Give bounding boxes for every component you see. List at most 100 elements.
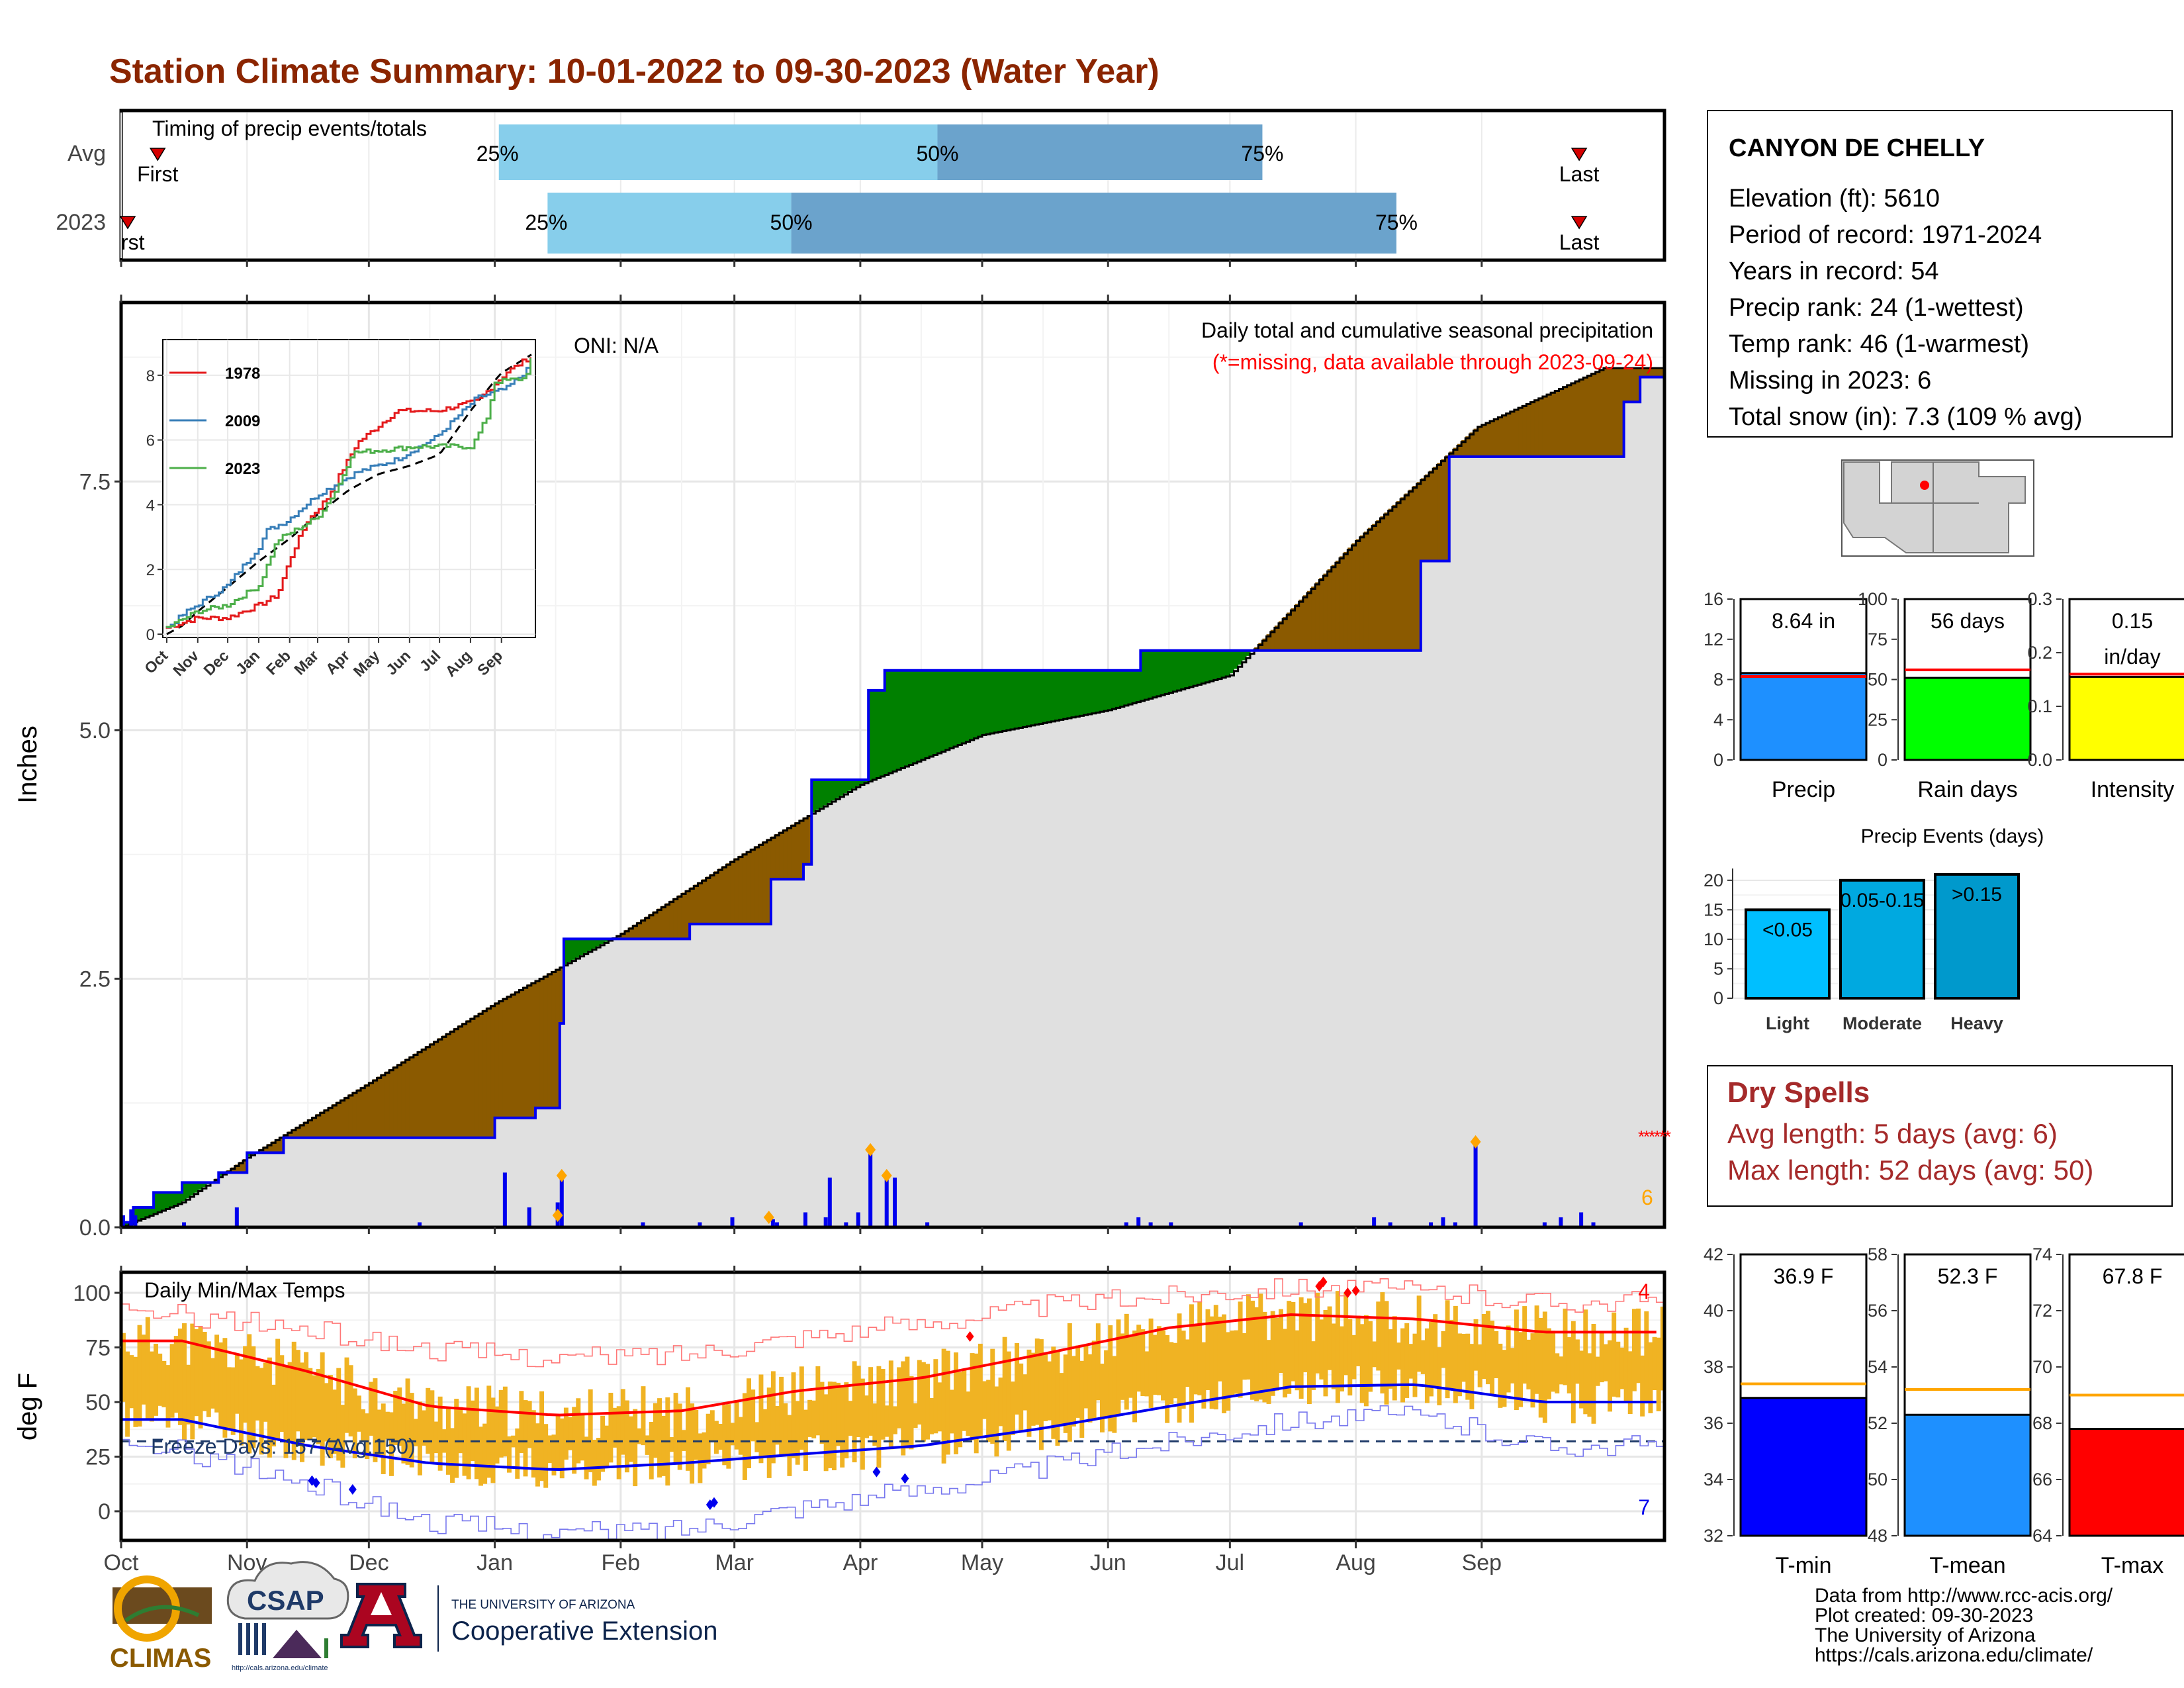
footer-line: https://cals.arizona.edu/climate/ <box>1815 1644 2093 1666</box>
precip-daily-bar <box>182 1222 187 1227</box>
daily-temp-bar <box>933 1359 938 1434</box>
oni-label: ONI: N/A <box>574 334 659 357</box>
daily-temp-bar <box>502 1386 508 1457</box>
precip-below-normal-fill <box>243 1158 248 1173</box>
events-bar <box>1934 872 2020 1000</box>
daily-temp-bar <box>1551 1331 1556 1392</box>
record-max-line <box>120 1278 1665 1368</box>
dry-spells-max: Max length: 52 days (avg: 50) <box>1727 1154 2093 1186</box>
precip-below-normal-fill <box>1331 565 1336 651</box>
footer-line: The University of Arizona <box>1815 1624 2036 1646</box>
precip-below-normal-fill <box>450 1030 455 1138</box>
daily-temp-bar <box>1234 1330 1239 1394</box>
daily-temp-bar <box>1453 1305 1458 1403</box>
daily-temp-bar <box>766 1387 772 1478</box>
precip-below-normal-fill <box>275 1139 280 1153</box>
precip-above-normal-fill <box>1095 670 1101 712</box>
precip-below-normal-fill <box>445 1033 451 1138</box>
precip-below-normal-fill <box>637 921 642 939</box>
precip-below-normal-fill <box>466 1020 471 1138</box>
precip-above-normal-fill <box>202 1182 207 1188</box>
month-xtick-label: Aug <box>1336 1550 1376 1575</box>
precip-below-normal-fill <box>547 973 553 1108</box>
daily-temp-bar <box>909 1376 914 1450</box>
precip-annotation: Daily total and cumulative seasonal prec… <box>1201 318 1653 342</box>
precip-above-normal-fill <box>1083 670 1089 715</box>
precip-above-normal-fill <box>1230 650 1235 674</box>
daily-temp-bar <box>815 1366 821 1436</box>
timing-quartile-bar <box>498 124 938 180</box>
daily-temp-bar <box>149 1351 154 1422</box>
freeze-days-label: Freeze Days: 157 (Avg:150) <box>151 1434 416 1458</box>
precip-above-normal-fill <box>1189 650 1194 686</box>
daily-temp-bar <box>482 1423 488 1484</box>
precip-above-normal-fill <box>1116 670 1121 708</box>
precip-below-normal-fill <box>734 858 739 924</box>
daily-temp-bar <box>1209 1316 1214 1409</box>
precip-below-normal-fill <box>1408 489 1414 651</box>
daily-temp-bar <box>860 1378 865 1470</box>
precip-below-normal-fill <box>365 1084 369 1138</box>
precip-above-normal-fill <box>1112 670 1117 709</box>
daily-temp-bar <box>125 1351 130 1437</box>
precip-below-normal-fill <box>393 1066 398 1138</box>
month-xtick-label: Jan <box>477 1550 513 1575</box>
precip-above-normal-fill <box>588 939 593 951</box>
precip-above-normal-fill <box>945 670 950 749</box>
precip-below-normal-fill <box>1302 595 1308 651</box>
daily-temp-bar <box>369 1382 374 1436</box>
daily-temp-bar <box>1591 1323 1596 1424</box>
precip-below-normal-fill <box>340 1099 345 1138</box>
precip-below-normal-fill <box>1404 493 1409 651</box>
daily-temp-bar <box>531 1410 536 1478</box>
precip-below-normal-fill <box>1270 630 1275 651</box>
precip-above-normal-fill <box>1242 650 1247 661</box>
daily-temp-bar <box>523 1400 528 1477</box>
daily-temp-bar <box>1063 1354 1068 1433</box>
station-line: Years in record: 54 <box>1729 258 1939 285</box>
precip-normal-line <box>121 367 1664 1229</box>
events-bar-label: Heavy <box>1950 1013 2003 1033</box>
temps-ytick-label: 75 <box>85 1336 111 1361</box>
precip-below-normal-fill <box>722 866 727 924</box>
daily-temp-bar <box>1485 1311 1490 1385</box>
inset-legend-label: 2023 <box>225 460 260 478</box>
precip-daily-bar <box>527 1207 531 1227</box>
daily-temp-bar <box>1506 1325 1511 1393</box>
daily-temp-bar <box>1376 1301 1381 1371</box>
daily-temp-bar <box>1648 1342 1653 1413</box>
daily-temp-bar <box>966 1391 971 1436</box>
precip-above-normal-fill <box>1173 650 1178 691</box>
station-line: Elevation (ft): 5610 <box>1729 185 1940 212</box>
timing-title: Timing of precip events/totals <box>152 117 427 140</box>
precip-above-normal-fill <box>990 670 995 733</box>
precip-daily-bar <box>1298 1222 1303 1227</box>
daily-temp-bar <box>1177 1313 1182 1423</box>
precip-below-normal-fill <box>1603 368 1608 457</box>
daily-temp-bar <box>300 1362 304 1462</box>
daily-temp-bar <box>811 1400 817 1438</box>
daily-temp-bar <box>1291 1301 1296 1382</box>
precip-daily-bar <box>1429 1222 1433 1227</box>
precip-below-normal-fill <box>511 993 516 1118</box>
daily-temp-bar <box>1392 1316 1397 1401</box>
summary-ytick-label: 66 <box>2032 1470 2052 1489</box>
precip-below-normal-fill <box>1623 368 1629 402</box>
daily-temp-bar <box>795 1401 800 1465</box>
daily-temp-bar <box>787 1415 792 1476</box>
precip-below-normal-fill <box>519 988 524 1118</box>
daily-temp-bar <box>466 1386 471 1479</box>
precip-above-normal-fill <box>1079 670 1085 716</box>
precip-below-normal-fill <box>287 1131 293 1138</box>
daily-temp-bar <box>1340 1326 1344 1392</box>
daily-temp-bar <box>1656 1337 1661 1411</box>
daily-temp-bar <box>690 1403 695 1484</box>
daily-temp-bar <box>1140 1329 1146 1397</box>
record-high-marker <box>1319 1276 1328 1288</box>
precip-below-normal-fill <box>1563 386 1568 457</box>
daily-temp-bar <box>1019 1363 1024 1431</box>
daily-temp-bar <box>478 1427 483 1486</box>
summary-bar <box>2068 675 2184 761</box>
precip-below-normal-fill <box>373 1079 378 1138</box>
precip-below-normal-fill <box>751 848 755 924</box>
